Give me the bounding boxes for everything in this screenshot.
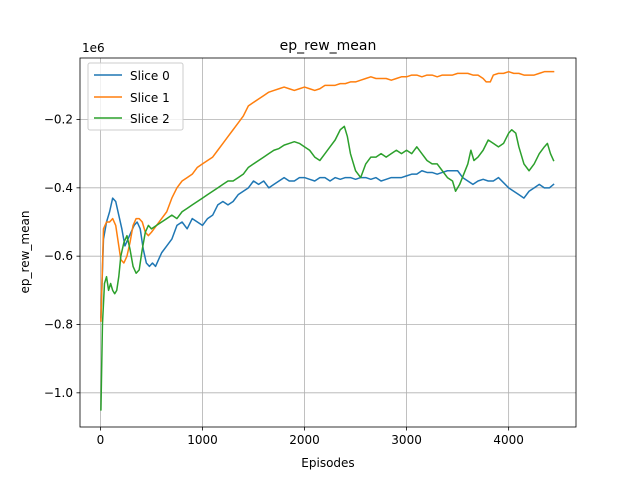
legend-label-slice-0: Slice 0	[130, 69, 170, 83]
legend-label-slice-2: Slice 2	[130, 112, 170, 126]
y-tick-label: −0.6	[44, 249, 73, 263]
chart-title: ep_rew_mean	[280, 38, 377, 54]
series-line-slice-2	[100, 125, 555, 411]
series-line-slice-1	[100, 70, 555, 322]
legend-label-slice-1: Slice 1	[130, 91, 170, 105]
series-layer	[100, 70, 555, 411]
legend-box	[87, 62, 184, 131]
y-axis: −1.0 −0.8 −0.6 −0.4 −0.2	[44, 113, 80, 400]
x-axis-label: Episodes	[301, 456, 354, 470]
legend: Slice 0 Slice 1 Slice 2	[87, 62, 184, 131]
x-axis: 0 1000 2000 3000 4000	[97, 427, 524, 447]
y-offset-label: 1e6	[82, 41, 105, 55]
y-tick-label: −0.8	[44, 318, 73, 332]
y-tick-label: −1.0	[44, 386, 73, 400]
x-tick-label: 2000	[289, 433, 320, 447]
y-tick-label: −0.2	[44, 113, 73, 127]
x-tick-label: 0	[97, 433, 105, 447]
y-tick-label: −0.4	[44, 181, 73, 195]
grid	[80, 58, 576, 427]
plot-frame	[79, 57, 577, 428]
series-line-slice-0	[100, 170, 555, 319]
x-tick-label: 1000	[187, 433, 218, 447]
y-axis-label: ep_rew_mean	[18, 211, 32, 294]
x-tick-label: 4000	[493, 433, 524, 447]
x-tick-label: 3000	[391, 433, 422, 447]
